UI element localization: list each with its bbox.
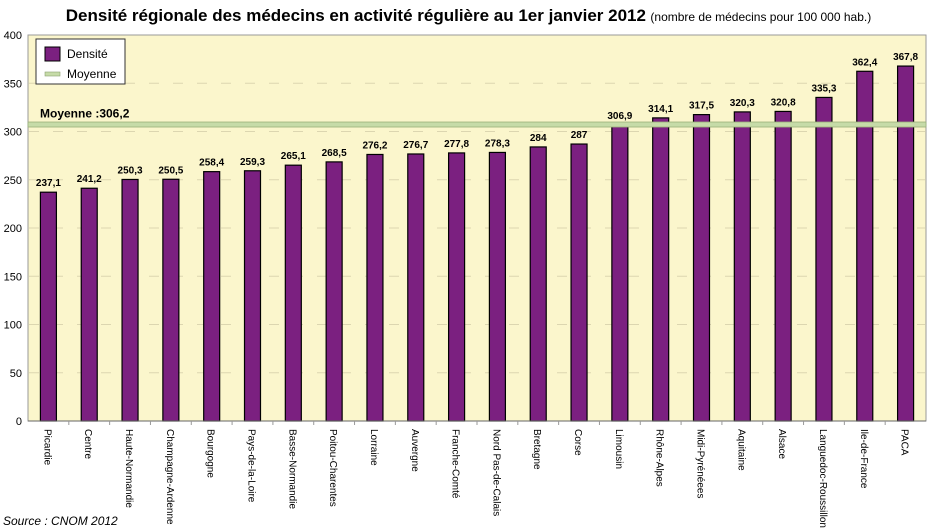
y-tick-label: 200 <box>4 223 22 235</box>
bars: 237,1 241,2 250,3 250,5 258,4 259,3 265,1 268,5… <box>36 52 919 422</box>
category-label: Rhône-Alpes <box>654 429 665 487</box>
category-label: Basse-Normandie <box>286 429 297 509</box>
data-label: 287 <box>571 130 588 141</box>
category-label: Ile-de-France <box>858 429 869 489</box>
data-label: 335,3 <box>811 83 836 94</box>
legend: Densité Moyenne <box>35 38 126 85</box>
data-label: 362,4 <box>852 57 877 68</box>
bar <box>39 191 58 422</box>
y-tick-label: 100 <box>4 320 22 332</box>
data-label: 284 <box>530 133 547 144</box>
data-label: 317,5 <box>689 101 714 112</box>
legend-swatch-moyenne <box>44 71 61 77</box>
y-tick-label: 150 <box>4 271 22 283</box>
legend-label-densite: Densité <box>67 47 108 61</box>
x-axis: Picardie Centre Haute-Normandie Champagne-A… <box>28 420 926 528</box>
category-label: Languedoc-Roussillon <box>817 429 828 528</box>
bar <box>611 124 629 422</box>
data-label: 320,8 <box>771 97 796 108</box>
y-tick-label: 300 <box>4 127 22 139</box>
category-label: Haute-Normandie <box>123 429 134 508</box>
category-label: PACA <box>899 429 910 456</box>
bar <box>243 170 262 422</box>
legend-swatch-densite <box>44 46 61 62</box>
bar <box>815 96 833 422</box>
data-label: 268,5 <box>322 148 347 159</box>
data-label: 250,3 <box>118 165 143 176</box>
mean-line <box>27 121 927 128</box>
data-label: 237,1 <box>36 178 61 189</box>
data-label: 276,2 <box>362 140 387 151</box>
category-label: Limousin <box>613 429 624 469</box>
bar <box>733 111 751 422</box>
category-label: Bourgogne <box>205 429 216 478</box>
chart-title: Densité régionale des médecins en activi… <box>0 6 937 26</box>
y-tick-label: 350 <box>4 78 22 90</box>
data-label: 306,9 <box>607 111 632 122</box>
bar <box>488 151 507 422</box>
legend-label-moyenne: Moyenne <box>67 67 117 81</box>
mean-label: Moyenne :306,2 <box>40 107 130 121</box>
bar <box>529 146 547 422</box>
chart-title-main: Densité régionale des médecins en activi… <box>65 6 646 25</box>
category-label: Aquitaine <box>735 429 746 471</box>
mean-line-group: Moyenne :306,2 <box>27 107 927 128</box>
y-tick-label: 0 <box>16 416 22 428</box>
data-label: 314,1 <box>648 104 673 115</box>
bar <box>447 152 466 422</box>
bar <box>652 117 670 422</box>
data-label: 250,5 <box>158 165 183 176</box>
bar <box>121 178 139 422</box>
category-label: Poitou-Charentes <box>327 429 338 507</box>
y-axis: 0 50 100 150 200 250 300 350 400 <box>4 30 22 428</box>
bar <box>407 153 425 422</box>
category-label: Bretagne <box>531 429 542 470</box>
category-label: Alsace <box>776 429 787 459</box>
category-label: Auvergne <box>409 429 420 472</box>
bar <box>80 187 98 422</box>
category-label: Nord Pas-de-Calais <box>490 429 501 516</box>
category-label: Corse <box>572 429 583 456</box>
data-label: 265,1 <box>281 151 306 162</box>
category-label: Midi-Pyrénéees <box>695 429 706 498</box>
bar <box>284 164 302 422</box>
y-tick-label: 250 <box>4 175 22 187</box>
category-label: Franche-Comté <box>450 429 461 499</box>
bar <box>570 143 588 422</box>
bar <box>203 171 221 422</box>
bar <box>896 65 915 422</box>
data-label: 241,2 <box>77 174 102 185</box>
data-label: 276,7 <box>403 140 428 151</box>
bar <box>366 153 384 422</box>
data-label: 277,8 <box>444 139 469 150</box>
bar <box>325 161 343 422</box>
category-label: Picardie <box>41 429 52 466</box>
bar <box>774 110 792 422</box>
source-note: Source : CNOM 2012 <box>3 514 118 528</box>
data-label: 320,3 <box>730 98 755 109</box>
category-label: Centre <box>82 429 93 459</box>
category-label: Pays-de-la-Loire <box>246 429 257 503</box>
data-label: 278,3 <box>485 138 510 149</box>
data-label: 259,3 <box>240 157 265 168</box>
category-label: Champagne-Ardenne <box>164 429 175 525</box>
y-tick-label: 400 <box>4 30 22 42</box>
y-tick-label: 50 <box>10 368 22 380</box>
bar <box>162 178 180 422</box>
category-label: Lorraine <box>368 429 379 466</box>
chart-subtitle: (nombre de médecins pour 100 000 hab.) <box>650 10 872 24</box>
bar <box>692 114 711 422</box>
data-label: 367,8 <box>893 52 918 63</box>
data-label: 258,4 <box>199 158 224 169</box>
